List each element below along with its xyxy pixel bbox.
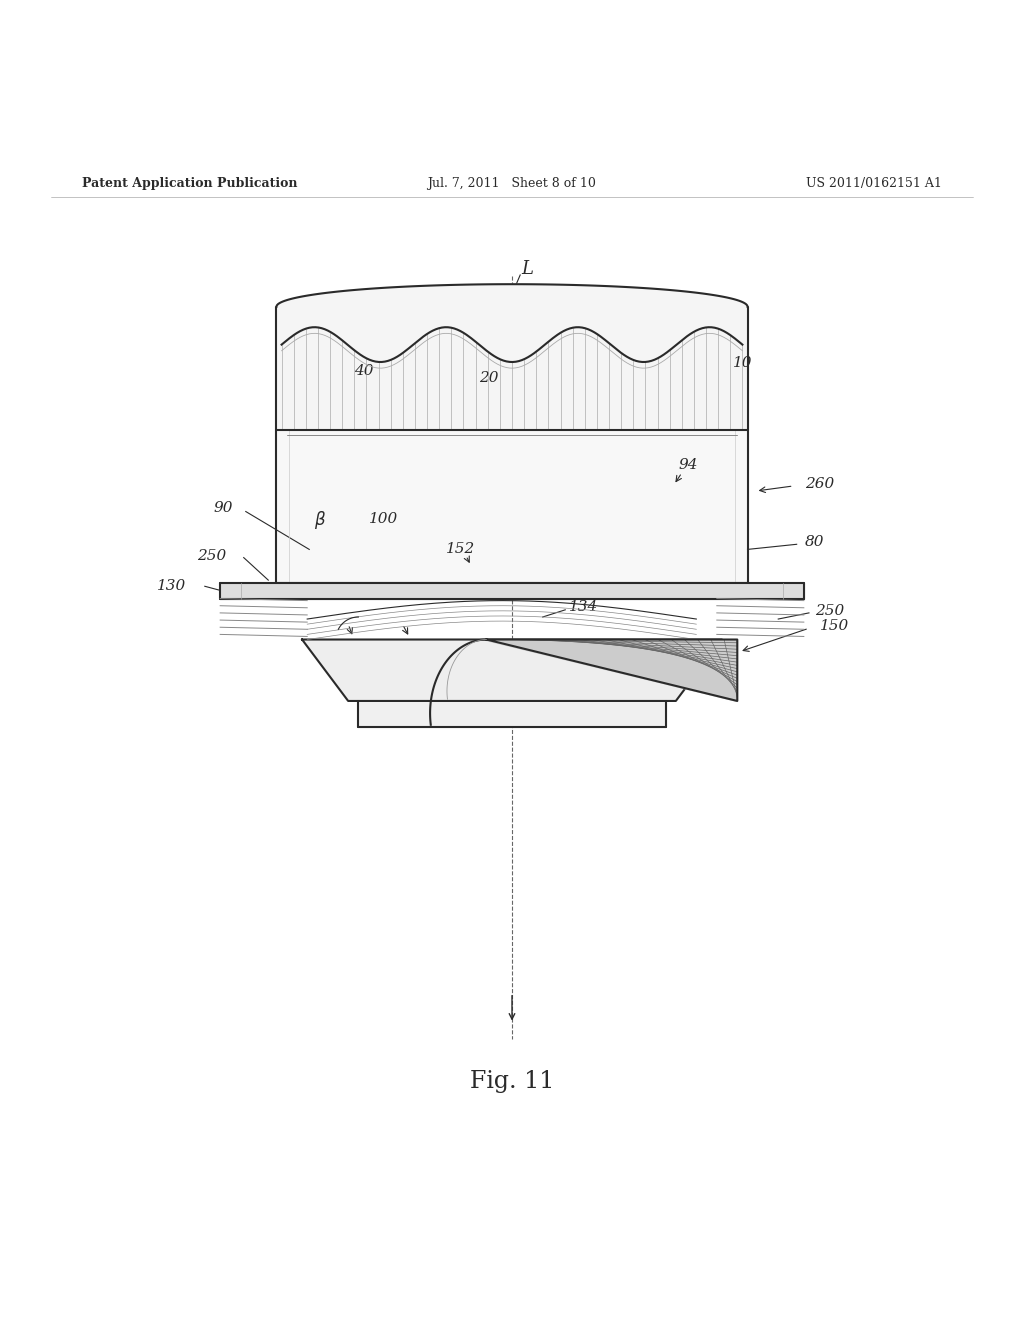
- Text: 260: 260: [805, 477, 834, 491]
- Text: 10: 10: [732, 356, 753, 370]
- Text: 80: 80: [804, 535, 824, 549]
- Text: $\beta$: $\beta$: [314, 508, 327, 531]
- Text: US 2011/0162151 A1: US 2011/0162151 A1: [806, 177, 942, 190]
- Text: 152: 152: [446, 543, 475, 557]
- Text: 134: 134: [569, 599, 598, 614]
- Polygon shape: [276, 429, 748, 583]
- Text: Patent Application Publication: Patent Application Publication: [82, 177, 297, 190]
- Text: 130: 130: [158, 579, 186, 593]
- Text: 100: 100: [370, 512, 398, 525]
- Text: L: L: [521, 260, 534, 277]
- Text: 94: 94: [678, 458, 698, 473]
- Text: 40: 40: [353, 364, 374, 379]
- Text: 250: 250: [198, 549, 226, 562]
- Text: 250: 250: [815, 603, 844, 618]
- Polygon shape: [302, 639, 722, 701]
- Polygon shape: [358, 701, 666, 726]
- Text: Fig. 11: Fig. 11: [470, 1071, 554, 1093]
- Text: 150: 150: [820, 619, 849, 634]
- Polygon shape: [220, 583, 804, 598]
- Polygon shape: [276, 284, 748, 429]
- Text: 90: 90: [213, 502, 233, 515]
- Text: Jul. 7, 2011   Sheet 8 of 10: Jul. 7, 2011 Sheet 8 of 10: [428, 177, 596, 190]
- Polygon shape: [486, 639, 737, 701]
- Text: 20: 20: [478, 371, 499, 385]
